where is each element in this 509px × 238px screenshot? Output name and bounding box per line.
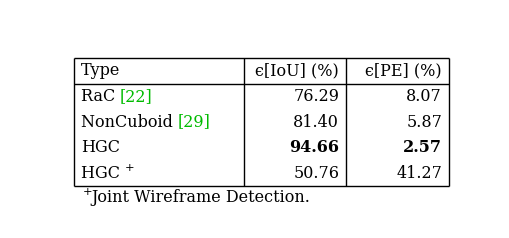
Text: [29]: [29] [178,114,210,130]
Text: 50.76: 50.76 [293,165,338,182]
Text: +: + [125,163,134,173]
Text: Joint Wireframe Detection.: Joint Wireframe Detection. [91,189,309,206]
Text: HGC: HGC [80,165,125,182]
Text: ϵ[PE] (%): ϵ[PE] (%) [364,62,441,79]
Text: 41.27: 41.27 [395,165,441,182]
Text: +: + [82,187,92,197]
Text: 76.29: 76.29 [293,88,338,105]
Text: 94.66: 94.66 [289,139,338,156]
Text: NonCuboid: NonCuboid [80,114,178,130]
Text: HGC: HGC [80,139,120,156]
Text: 2.57: 2.57 [402,139,441,156]
Text: Type: Type [80,62,120,79]
Text: 5.87: 5.87 [405,114,441,130]
Text: RaC: RaC [80,88,120,105]
Text: ϵ[IoU] (%): ϵ[IoU] (%) [255,62,338,79]
Text: [22]: [22] [120,88,153,105]
Text: 81.40: 81.40 [293,114,338,130]
Text: 8.07: 8.07 [406,88,441,105]
